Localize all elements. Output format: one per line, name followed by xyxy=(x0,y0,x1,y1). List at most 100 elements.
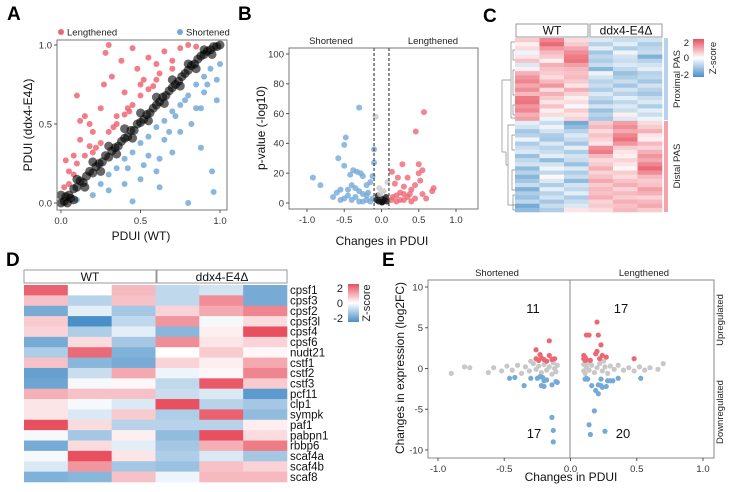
point-downregulated xyxy=(534,375,540,381)
heatmap-cell xyxy=(564,154,589,159)
gene-label: scaf4b xyxy=(290,461,324,473)
heatmap-cell xyxy=(24,440,69,452)
y-axis-label-a: PDUI (ddx4-E4Δ) xyxy=(21,79,35,172)
heatmap-cell xyxy=(564,71,589,76)
point-shortened xyxy=(330,194,337,201)
heatmap-cell xyxy=(515,183,540,188)
y-tick-label: 1.0 xyxy=(39,40,52,51)
point-unchanged xyxy=(72,174,82,184)
heatmap-cell xyxy=(515,42,540,47)
heatmap-cell xyxy=(111,367,156,379)
point-lengthened xyxy=(81,113,88,120)
point-downregulated xyxy=(544,377,550,383)
heatmap-cell xyxy=(199,471,244,483)
point-unchanged xyxy=(591,369,597,376)
heatmap-cell xyxy=(155,347,200,358)
heatmap-cell xyxy=(564,133,589,138)
heatmap-cell xyxy=(199,347,244,358)
heatmap-cell xyxy=(515,133,540,138)
colorbar-tick-c: 0 xyxy=(684,53,689,64)
heatmap-cell xyxy=(613,207,638,213)
heatmap-cell xyxy=(588,104,614,109)
point-upregulated xyxy=(587,357,593,363)
gene-label: sympk xyxy=(290,410,323,422)
point-shortened xyxy=(97,181,104,188)
point-lengthened xyxy=(400,183,407,190)
point-lengthened xyxy=(65,181,72,188)
point-lengthened xyxy=(108,73,115,80)
point-unchanged xyxy=(549,371,555,377)
point-downregulated xyxy=(603,383,609,390)
point-shortened xyxy=(105,187,112,194)
heatmap-cell xyxy=(243,326,288,338)
legend-label-lengthened: Lengthened xyxy=(67,28,117,39)
heatmap-cell xyxy=(564,62,589,68)
point-downregulated xyxy=(541,383,547,390)
heatmap-cell xyxy=(637,187,663,192)
heatmap-cell xyxy=(564,67,589,72)
heatmap-cell xyxy=(588,120,614,126)
point-shortened xyxy=(140,162,147,169)
y-tick-label: 10 xyxy=(412,282,423,293)
heatmap-cell xyxy=(588,141,614,147)
point-shortened xyxy=(169,149,176,156)
y-axis-label-b: p-value (-log10) xyxy=(254,86,268,170)
point-lengthened xyxy=(89,149,96,156)
point-lengthened xyxy=(77,117,84,124)
point-downregulated xyxy=(589,383,595,389)
heatmap-cell xyxy=(564,104,589,109)
heatmap-cell xyxy=(539,137,565,142)
x-tick-label: -1.0 xyxy=(430,464,446,475)
point-unchanged xyxy=(191,64,201,74)
heatmap-cell xyxy=(199,388,244,400)
heatmap-cell xyxy=(564,46,589,51)
x-tick-label: 0.5 xyxy=(630,464,643,475)
point-downregulated xyxy=(583,375,590,381)
heatmap-cell xyxy=(637,108,663,113)
heatmap-cell xyxy=(243,450,288,462)
heatmap-cell xyxy=(515,46,540,51)
point-unchanged xyxy=(538,369,544,376)
heatmap-cell xyxy=(588,149,614,155)
heatmap-cell xyxy=(111,388,156,400)
heatmap-cell xyxy=(539,71,565,76)
point-shortened xyxy=(352,194,359,201)
heatmap-cell xyxy=(588,133,614,138)
heatmap-cell xyxy=(588,100,614,105)
heatmap-cell xyxy=(243,367,288,379)
point-upregulated xyxy=(552,356,558,362)
point-unchanged xyxy=(96,166,106,176)
point-shortened xyxy=(121,155,128,162)
heatmap-cell xyxy=(564,112,589,118)
point-unchanged xyxy=(499,368,505,374)
heatmap-cell xyxy=(613,104,638,109)
heatmap-cell xyxy=(111,326,156,338)
heatmap-cell xyxy=(588,145,614,151)
heatmap-cell xyxy=(67,378,112,389)
gene-label: cstf2 xyxy=(290,368,314,380)
heatmap-cell xyxy=(243,357,288,369)
point-upregulated xyxy=(594,348,600,354)
point-shortened xyxy=(204,81,211,88)
point-unchanged xyxy=(546,364,552,370)
heatmap-cell xyxy=(564,38,589,43)
y-tick-label: 60 xyxy=(273,109,284,120)
point-lengthened xyxy=(126,108,133,115)
heatmap-cell xyxy=(67,419,112,431)
point-lengthened xyxy=(153,60,160,67)
point-lengthened xyxy=(150,83,157,90)
heatmap-cell xyxy=(539,141,565,147)
heatmap-cell xyxy=(637,191,663,196)
x-axis-label-e: Changes in PDUI xyxy=(525,470,618,484)
heatmap-cell xyxy=(588,178,614,184)
heatmap-cell xyxy=(67,305,112,317)
x-tick-label: 0.0 xyxy=(375,215,388,226)
heatmap-cell xyxy=(199,316,244,327)
y-tick-label: 0.5 xyxy=(39,119,52,130)
point-lengthened xyxy=(113,113,120,120)
heatmap-cell xyxy=(613,174,638,180)
heatmap-cell xyxy=(637,158,663,163)
point-lengthened xyxy=(129,102,136,109)
point-unchanged xyxy=(509,367,515,373)
point-shortened xyxy=(369,173,376,180)
